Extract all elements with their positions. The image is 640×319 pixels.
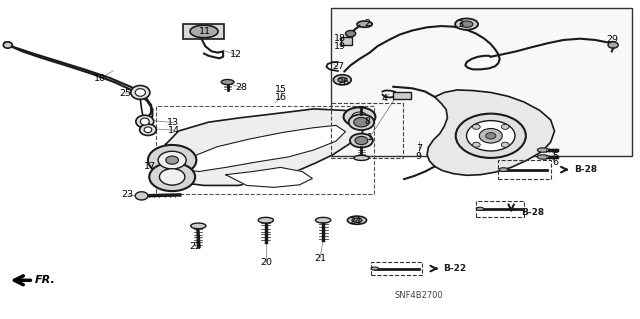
- Bar: [332, 8, 632, 156]
- Ellipse shape: [166, 156, 179, 164]
- Bar: [499, 160, 550, 179]
- Text: 21: 21: [314, 254, 326, 263]
- Ellipse shape: [472, 142, 480, 147]
- Text: 22: 22: [189, 242, 202, 251]
- Text: SNF4B2700: SNF4B2700: [394, 291, 443, 300]
- Bar: [183, 24, 225, 39]
- Ellipse shape: [456, 114, 526, 158]
- Text: 19: 19: [334, 42, 346, 51]
- Ellipse shape: [472, 124, 480, 130]
- Text: B-28: B-28: [521, 208, 544, 217]
- Polygon shape: [181, 125, 346, 172]
- Text: 27: 27: [332, 62, 344, 71]
- Ellipse shape: [352, 112, 367, 122]
- Ellipse shape: [538, 155, 548, 159]
- Ellipse shape: [149, 163, 195, 191]
- Bar: [371, 262, 422, 275]
- Ellipse shape: [190, 25, 218, 38]
- Ellipse shape: [221, 79, 234, 85]
- Text: 28: 28: [236, 83, 248, 92]
- Bar: [156, 106, 374, 194]
- Bar: [332, 103, 403, 158]
- Text: 3: 3: [457, 20, 463, 29]
- Ellipse shape: [333, 75, 351, 85]
- Ellipse shape: [348, 216, 367, 224]
- Ellipse shape: [191, 223, 206, 229]
- Ellipse shape: [357, 21, 372, 27]
- Ellipse shape: [501, 124, 509, 130]
- Ellipse shape: [158, 151, 186, 169]
- Text: 15: 15: [275, 85, 287, 94]
- Text: 11: 11: [199, 27, 211, 36]
- Text: 4: 4: [382, 94, 388, 103]
- Ellipse shape: [460, 21, 473, 27]
- Text: 29: 29: [606, 35, 618, 44]
- Ellipse shape: [140, 124, 156, 136]
- Ellipse shape: [144, 127, 152, 133]
- Bar: [476, 201, 524, 217]
- Bar: [341, 37, 353, 45]
- Ellipse shape: [148, 145, 196, 175]
- Ellipse shape: [354, 117, 369, 127]
- Ellipse shape: [316, 217, 331, 223]
- Text: 9: 9: [416, 152, 422, 161]
- Ellipse shape: [352, 218, 362, 222]
- Text: 26: 26: [337, 78, 349, 86]
- Text: 17: 17: [144, 162, 156, 171]
- Ellipse shape: [159, 169, 185, 185]
- Text: B-22: B-22: [443, 264, 466, 273]
- Ellipse shape: [608, 42, 618, 48]
- Text: B-28: B-28: [574, 165, 597, 174]
- Ellipse shape: [479, 129, 502, 143]
- Ellipse shape: [3, 42, 12, 48]
- Text: 1: 1: [367, 133, 372, 142]
- Text: 7: 7: [416, 144, 422, 153]
- Ellipse shape: [354, 155, 369, 160]
- Polygon shape: [427, 90, 554, 175]
- Ellipse shape: [131, 85, 150, 100]
- Text: 6: 6: [553, 158, 559, 167]
- Ellipse shape: [135, 89, 145, 96]
- Ellipse shape: [455, 19, 478, 30]
- Ellipse shape: [344, 107, 376, 126]
- Ellipse shape: [338, 77, 347, 82]
- Ellipse shape: [499, 168, 508, 172]
- Text: 5: 5: [553, 152, 559, 161]
- Ellipse shape: [538, 148, 548, 152]
- Text: 16: 16: [275, 93, 287, 102]
- Text: 8: 8: [365, 117, 371, 126]
- Ellipse shape: [467, 121, 515, 151]
- Text: 23: 23: [122, 190, 134, 199]
- Polygon shape: [159, 109, 366, 185]
- Text: 24: 24: [349, 217, 361, 226]
- Text: 2: 2: [365, 19, 371, 28]
- Text: 12: 12: [230, 50, 242, 59]
- Ellipse shape: [140, 118, 149, 125]
- Ellipse shape: [371, 267, 379, 270]
- Text: 13: 13: [168, 118, 179, 127]
- Text: 25: 25: [120, 89, 132, 98]
- Text: 10: 10: [94, 74, 106, 83]
- Text: 14: 14: [168, 126, 179, 135]
- Ellipse shape: [486, 133, 496, 139]
- Text: 18: 18: [334, 34, 346, 43]
- Polygon shape: [226, 167, 312, 187]
- Ellipse shape: [346, 31, 356, 37]
- Ellipse shape: [258, 217, 273, 223]
- Bar: [394, 93, 411, 99]
- Ellipse shape: [355, 137, 368, 145]
- Ellipse shape: [501, 142, 509, 147]
- Text: 20: 20: [260, 258, 272, 267]
- Ellipse shape: [135, 192, 148, 200]
- Ellipse shape: [350, 134, 373, 147]
- Text: FR.: FR.: [35, 275, 56, 285]
- Ellipse shape: [349, 114, 374, 130]
- Ellipse shape: [476, 207, 484, 211]
- Ellipse shape: [136, 115, 154, 128]
